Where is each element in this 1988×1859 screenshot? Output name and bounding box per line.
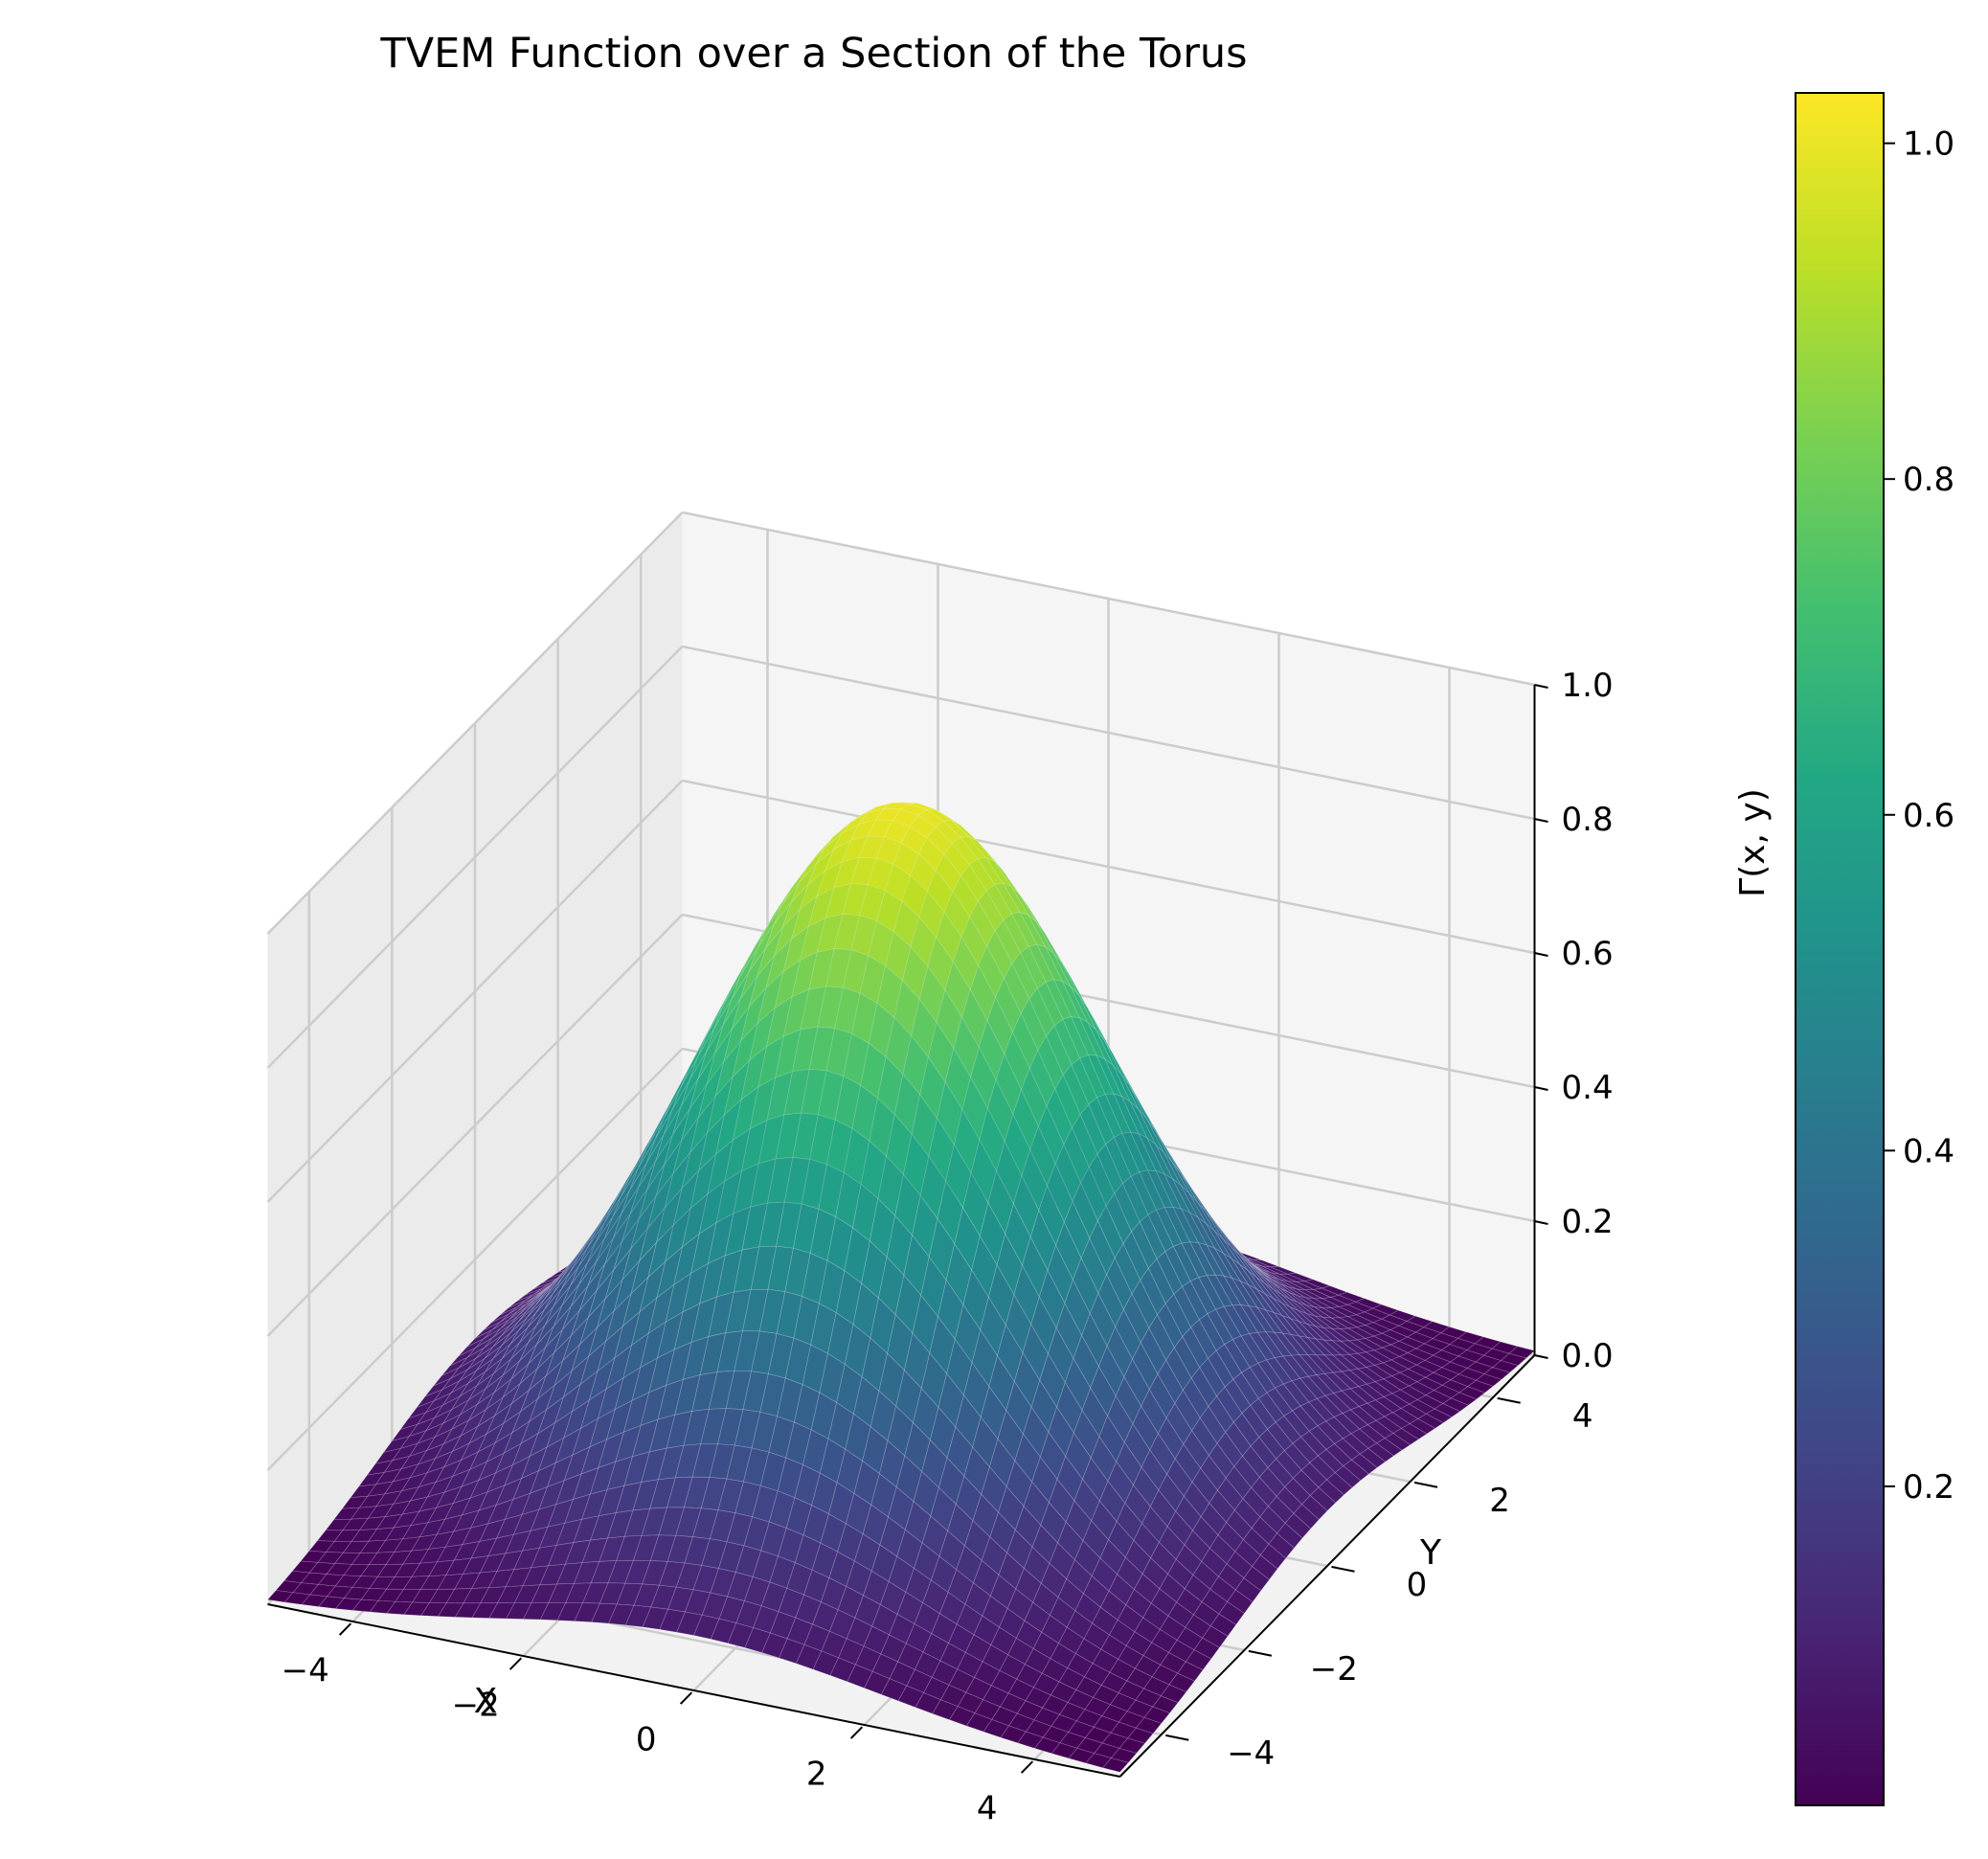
colorbar-gradient: [1795, 92, 1885, 1806]
x-axis-line: [267, 1603, 1120, 1778]
surface-cell: [1160, 1684, 1187, 1704]
surface-cell: [1127, 1727, 1154, 1744]
surface: [266, 802, 1536, 1773]
y-tick-label: 2: [1489, 1482, 1510, 1520]
z-tick: [1534, 684, 1548, 689]
x-tick-label: 4: [977, 1790, 998, 1828]
z-tick: [1534, 952, 1548, 957]
z-tick-label: 0.2: [1562, 1203, 1614, 1241]
surface-cell: [1309, 1486, 1337, 1511]
y-tick: [1165, 1734, 1189, 1741]
x-tick-label: 0: [636, 1721, 657, 1759]
colorbar-ticks: 0.2 0.4 0.6 0.8 1.0: [1884, 125, 1954, 1507]
surface-cell: [1185, 1649, 1212, 1671]
x-tick: [1020, 1760, 1034, 1774]
y-tick: [1413, 1481, 1438, 1488]
surface-cell: [1300, 1495, 1328, 1521]
surface-cell: [1259, 1543, 1287, 1570]
gridline: [266, 780, 684, 1203]
surface-cell: [1202, 1625, 1229, 1648]
colorbar-tick-label: 0.4: [1903, 1132, 1954, 1170]
surface-cell: [1417, 1413, 1444, 1429]
gridline: [266, 914, 684, 1337]
y-axis: −4 −2 0 2 4: [1118, 1354, 1593, 1778]
colorbar-tick-label: 0.6: [1903, 797, 1954, 835]
y-axis-line: [1118, 1354, 1536, 1778]
colorbar: 0.2 0.4 0.6 0.8 1.0: [1795, 92, 1954, 1806]
z-tick-label: 0.8: [1562, 801, 1614, 839]
x-axis: −4 −2 0 2 4: [267, 1603, 1120, 1828]
z-axis: 0.0 0.2 0.4 0.6 0.8 1.0: [1533, 667, 1614, 1375]
x-tick: [338, 1622, 352, 1636]
gridline: [682, 645, 1535, 821]
gridline: [682, 779, 1535, 955]
y-tick: [1497, 1396, 1521, 1404]
gridline: [266, 511, 684, 935]
surface-cell: [1102, 1757, 1129, 1773]
gridline: [266, 1048, 684, 1471]
colorbar-tick-label: 1.0: [1903, 125, 1954, 164]
y-tick-label: 4: [1572, 1397, 1593, 1436]
surface-cell: [1434, 1403, 1461, 1418]
surface-cell: [1359, 1447, 1387, 1468]
x-axis-label: X: [474, 1682, 498, 1721]
x-tick: [508, 1657, 523, 1670]
surface-cell: [1400, 1423, 1428, 1440]
gridline: [682, 510, 1535, 687]
surface-cell: [1458, 1386, 1486, 1400]
y-tick-label: −2: [1310, 1650, 1358, 1689]
x-tick: [679, 1691, 693, 1705]
y-tick: [1331, 1565, 1355, 1573]
surface-cell: [1375, 1438, 1403, 1457]
surface-cell: [1325, 1472, 1353, 1496]
y-tick: [1248, 1649, 1273, 1657]
z-tick-label: 0.4: [1562, 1069, 1614, 1107]
y-tick-label: 0: [1407, 1566, 1428, 1604]
z-tick: [1534, 818, 1548, 823]
surface-cell: [1218, 1601, 1245, 1625]
x-tick-label: −4: [282, 1652, 329, 1690]
gridline: [266, 646, 684, 1069]
chart-title: TVEM Function over a Section of the Toru…: [379, 30, 1247, 78]
z-tick-label: 0.6: [1562, 935, 1614, 973]
z-tick-label: 1.0: [1562, 667, 1614, 705]
surface-cell: [1491, 1360, 1519, 1373]
x-tick-label: 2: [806, 1756, 827, 1794]
colorbar-tick-label: 0.8: [1903, 461, 1954, 499]
x-tick-label: −2: [452, 1687, 500, 1725]
y-tick-label: −4: [1227, 1734, 1275, 1773]
x-tick: [849, 1726, 864, 1739]
surface-cell: [1293, 1504, 1320, 1530]
z-tick: [1534, 1220, 1548, 1225]
z-tick-label: 0.0: [1562, 1337, 1614, 1375]
z-tick: [1534, 1354, 1548, 1359]
colorbar-tick-label: 0.2: [1903, 1468, 1954, 1507]
z-tick: [1534, 1086, 1548, 1091]
surface-cell: [1318, 1479, 1344, 1504]
z-axis-label: Γ(x, y): [1733, 788, 1773, 897]
y-axis-label: Y: [1419, 1533, 1442, 1573]
